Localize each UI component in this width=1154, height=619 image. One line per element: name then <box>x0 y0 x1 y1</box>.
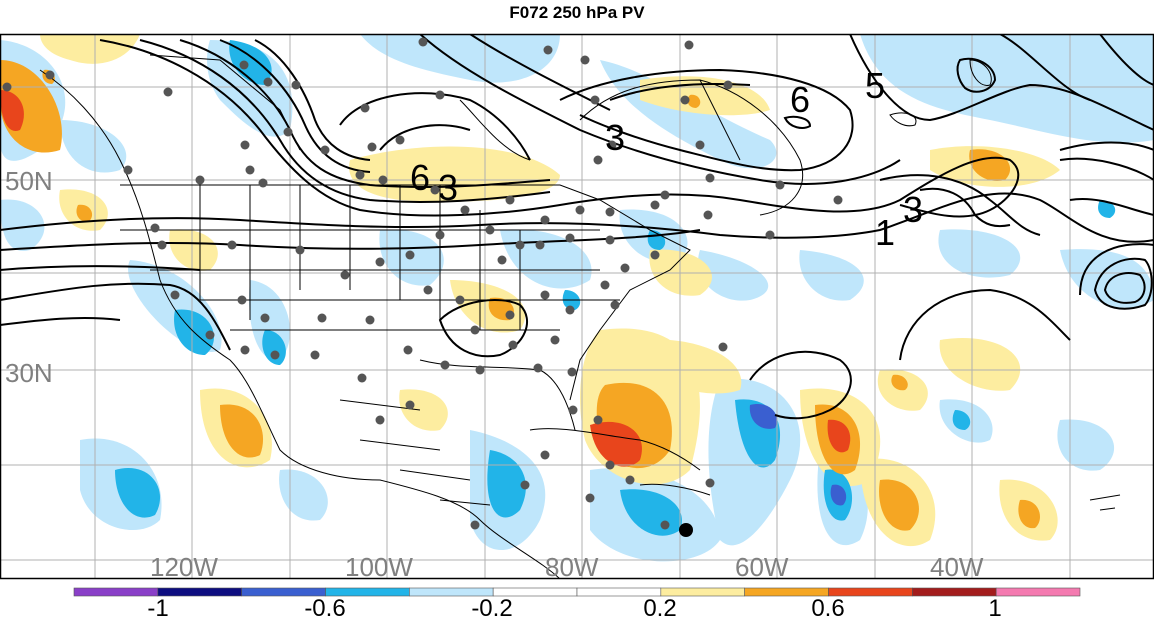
contour-label: 6 <box>790 79 810 120</box>
colorbar-label: -0.2 <box>471 595 512 619</box>
lat-label-30n: 30N <box>5 358 53 388</box>
colorbar-label: 0.2 <box>643 595 676 619</box>
graticule <box>0 34 1154 579</box>
contour-label: 3 <box>903 189 923 230</box>
map-title: F072 250 hPa PV <box>509 3 645 22</box>
lon-label-100w: 100W <box>345 552 413 582</box>
colorbar-segment <box>912 587 997 597</box>
colorbar-segment <box>157 587 242 597</box>
colorbar-label: 1 <box>988 595 1001 619</box>
lon-label-60w: 60W <box>735 552 789 582</box>
colorbar-segment <box>995 587 1081 597</box>
colorbar-label: -0.6 <box>304 595 345 619</box>
contour-label: 3 <box>438 167 458 208</box>
colorbar <box>73 587 1081 597</box>
lat-label-50n: 50N <box>5 166 53 196</box>
lon-label-120w: 120W <box>150 552 218 582</box>
colorbar-label: -1 <box>147 595 168 619</box>
lon-label-80w: 80W <box>545 552 599 582</box>
colorbar-segment <box>73 587 159 597</box>
observation-stations <box>2 37 843 530</box>
contour-label: 6 <box>410 157 430 198</box>
strong-negative-pv-areas <box>749 404 847 506</box>
lon-label-40w: 40W <box>930 552 984 582</box>
contour-label: 1 <box>875 212 895 253</box>
highlighted-station <box>679 523 693 537</box>
pv-contours <box>0 34 1154 420</box>
strong-positive-pv-areas <box>0 90 851 467</box>
contour-label: 3 <box>605 117 625 158</box>
contour-labels: 6 3 5 1 3 6 3 <box>410 65 923 253</box>
contour-label: 5 <box>865 65 885 106</box>
colorbar-label: 0.6 <box>811 595 844 619</box>
moderate-negative-pv-areas <box>115 40 1116 536</box>
colorbar-labels: -1 -0.6 -0.2 0.2 0.6 1 <box>147 595 1001 619</box>
